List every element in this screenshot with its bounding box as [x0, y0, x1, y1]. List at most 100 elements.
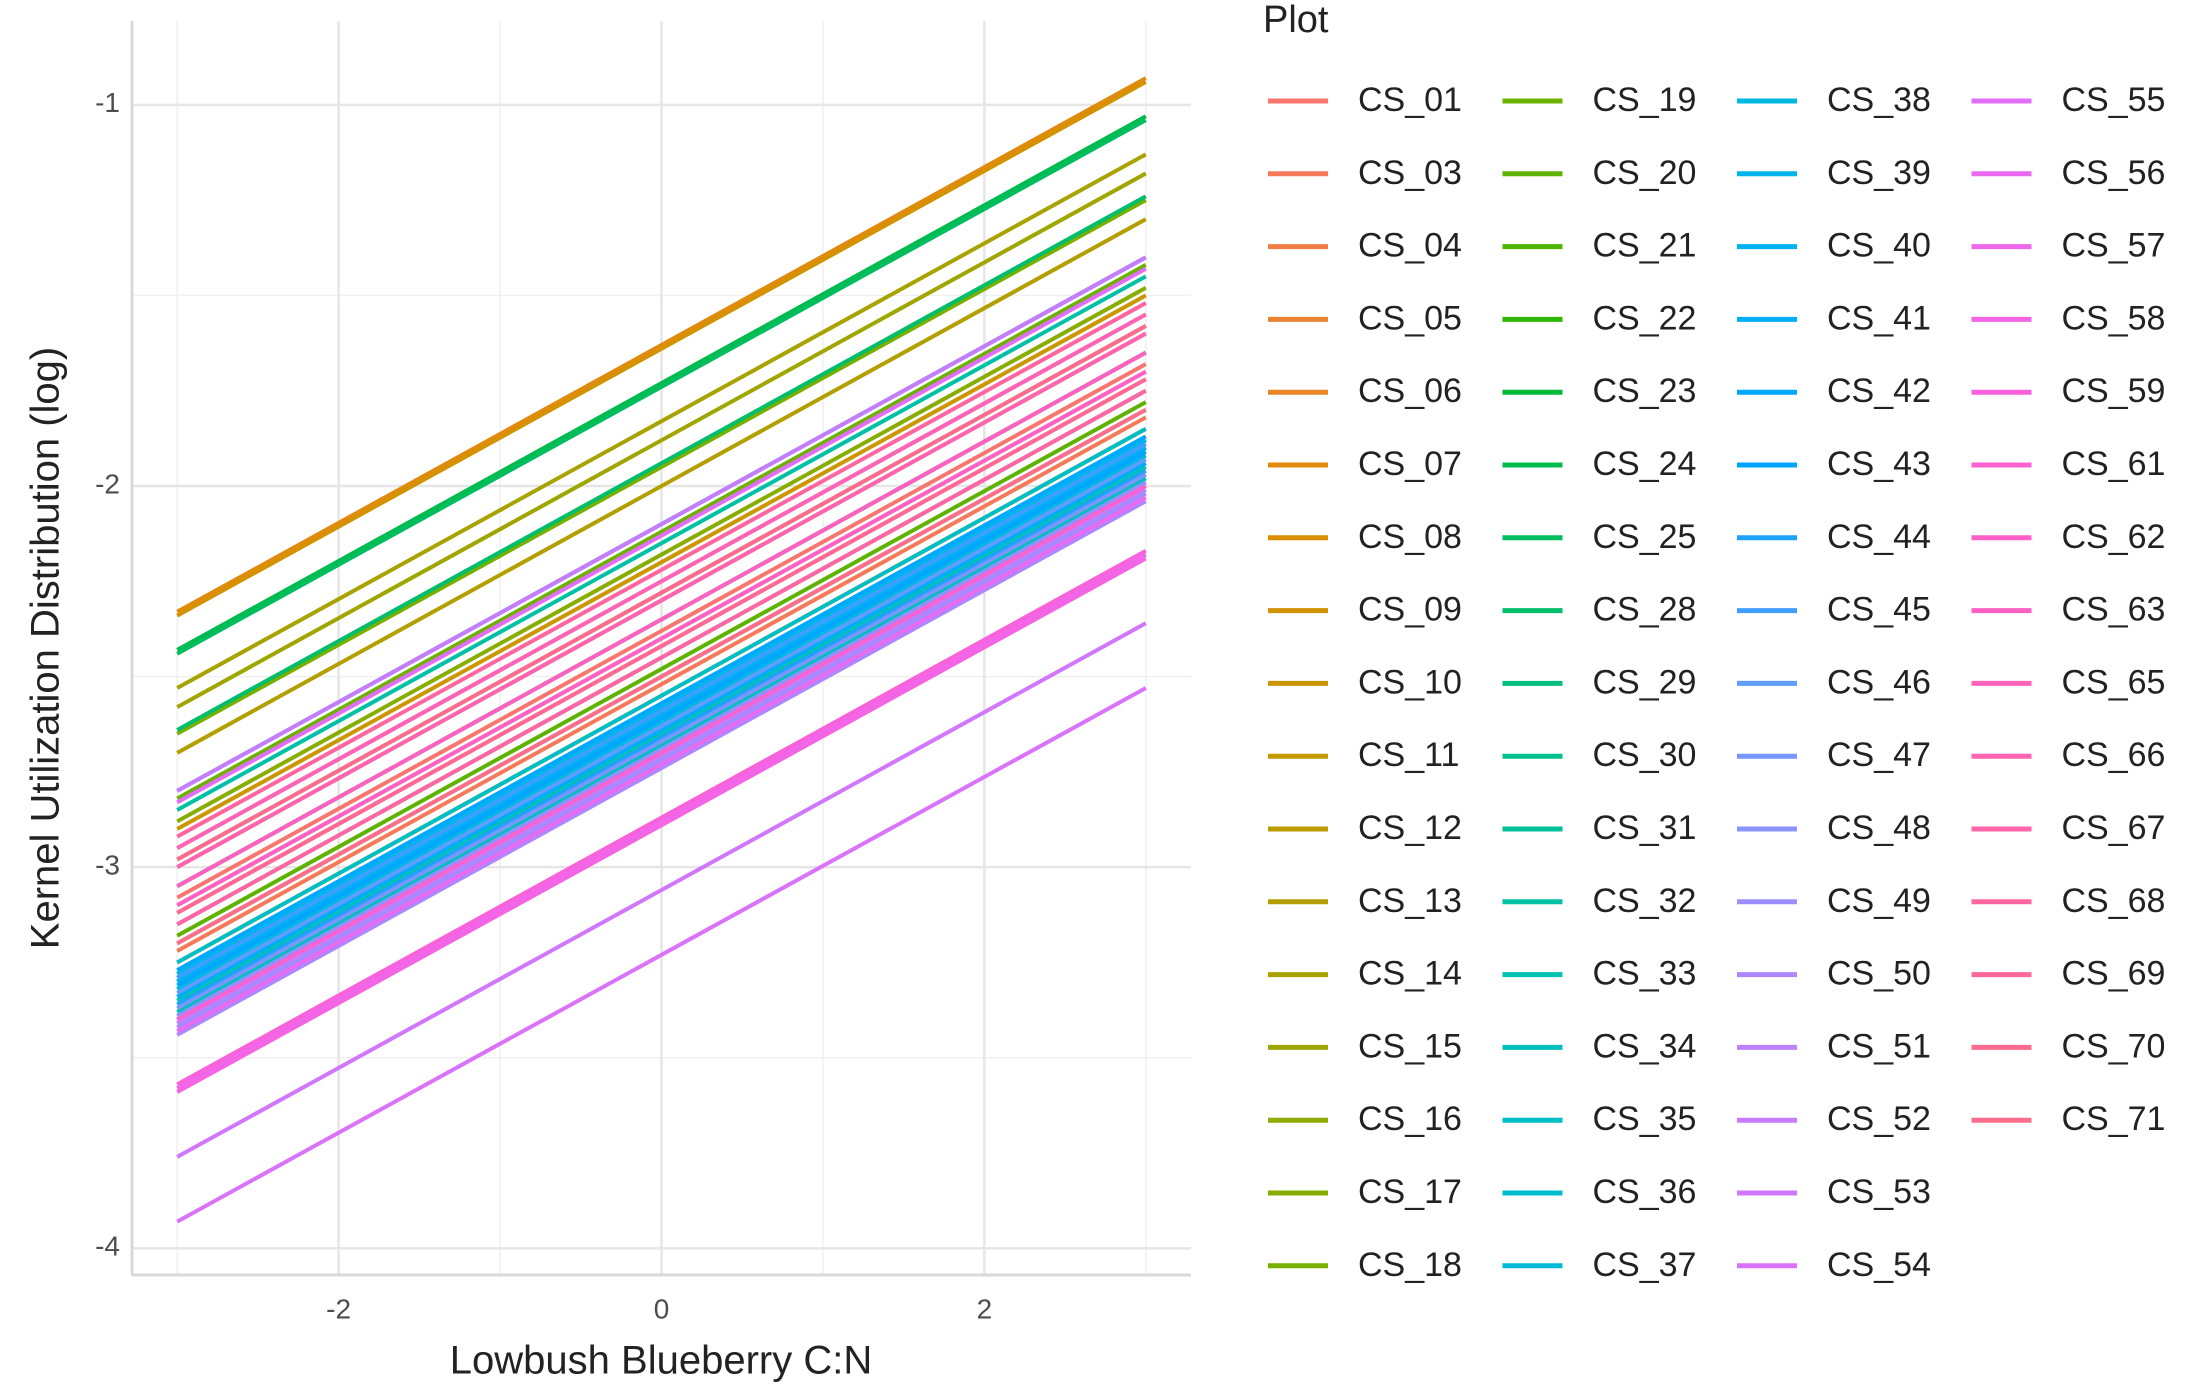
- y-tick-label: -1: [95, 87, 120, 118]
- series-line: [176, 118, 1147, 656]
- legend-label: CS_01: [1358, 81, 1462, 119]
- legend-label: CS_13: [1358, 882, 1462, 920]
- series-line: [176, 266, 1147, 805]
- series-line: [176, 438, 1147, 976]
- series-line: [176, 499, 1147, 1037]
- legend-label: CS_42: [1827, 372, 1931, 410]
- legend-label: CS_70: [2062, 1027, 2166, 1065]
- series-line: [176, 194, 1147, 732]
- legend-label: CS_09: [1358, 591, 1462, 629]
- legend-label: CS_50: [1827, 955, 1931, 993]
- legend-label: CS_32: [1593, 882, 1697, 920]
- series-line: [176, 461, 1147, 999]
- x-tick-label: -2: [326, 1293, 351, 1324]
- legend-label: CS_43: [1827, 445, 1931, 483]
- series-line: [176, 301, 1147, 839]
- series-line: [176, 293, 1147, 831]
- series-line: [176, 76, 1147, 614]
- legend-label: CS_35: [1593, 1100, 1697, 1138]
- series-line: [176, 476, 1147, 1014]
- series-line: [176, 217, 1147, 755]
- legend-label: CS_31: [1593, 809, 1697, 847]
- legend-label: CS_08: [1358, 518, 1462, 556]
- legend-label: CS_16: [1358, 1100, 1462, 1138]
- series-line: [176, 484, 1147, 1022]
- series-line: [176, 312, 1147, 850]
- legend-title: Plot: [1263, 0, 1329, 41]
- legend-label: CS_66: [2062, 736, 2166, 774]
- x-axis-title: Lowbush Blueberry C:N: [450, 1339, 872, 1383]
- legend-label: CS_67: [2062, 809, 2166, 847]
- legend-label: CS_54: [1827, 1246, 1931, 1284]
- legend-label: CS_44: [1827, 518, 1931, 556]
- legend-label: CS_39: [1827, 154, 1931, 192]
- legend-label: CS_22: [1593, 299, 1697, 337]
- series-line: [176, 80, 1147, 618]
- series-line: [176, 552, 1147, 1090]
- series-line: [176, 171, 1147, 709]
- series-line: [176, 549, 1147, 1087]
- y-tick-label: -3: [95, 850, 120, 881]
- legend-label: CS_56: [2062, 154, 2166, 192]
- series-line: [176, 434, 1147, 972]
- legend-label: CS_38: [1827, 81, 1931, 119]
- legend-label: CS_69: [2062, 955, 2166, 993]
- legend-label: CS_14: [1358, 955, 1462, 993]
- legend-label: CS_41: [1827, 299, 1931, 337]
- legend-label: CS_34: [1593, 1027, 1697, 1065]
- legend-label: CS_28: [1593, 591, 1697, 629]
- series-line: [176, 331, 1147, 869]
- legend-label: CS_20: [1593, 154, 1697, 192]
- legend-label: CS_05: [1358, 299, 1462, 337]
- series-line: [176, 472, 1147, 1010]
- series-line: [176, 286, 1147, 824]
- legend-label: CS_51: [1827, 1027, 1931, 1065]
- series-line: [176, 255, 1147, 793]
- series-line: [176, 114, 1147, 652]
- legend-label: CS_57: [2062, 227, 2166, 265]
- legend-label: CS_33: [1593, 955, 1697, 993]
- y-tick-label: -4: [95, 1231, 120, 1262]
- series-line: [176, 198, 1147, 736]
- series-line: [176, 377, 1147, 915]
- y-axis-title: Kernel Utilization Distribution (log): [24, 347, 68, 949]
- legend-label: CS_11: [1358, 736, 1459, 774]
- series-line: [176, 263, 1147, 801]
- legend-label: CS_40: [1827, 227, 1931, 265]
- legend-label: CS_06: [1358, 372, 1462, 410]
- series-line: [176, 427, 1147, 965]
- legend-label: CS_07: [1358, 445, 1462, 483]
- series-line: [176, 415, 1147, 953]
- legend-label: CS_19: [1593, 81, 1697, 119]
- legend-label: CS_49: [1827, 882, 1931, 920]
- legend-label: CS_63: [2062, 591, 2166, 629]
- series-line: [176, 408, 1147, 946]
- series-line: [176, 465, 1147, 1003]
- series-line: [176, 449, 1147, 988]
- x-tick-label: 0: [654, 1293, 670, 1324]
- series-line: [176, 442, 1147, 980]
- legend-label: CS_65: [2062, 663, 2166, 701]
- series-line: [176, 686, 1147, 1224]
- legend-label: CS_25: [1593, 518, 1697, 556]
- legend-label: CS_21: [1593, 227, 1697, 265]
- legend-label: CS_10: [1358, 663, 1462, 701]
- legend-label: CS_52: [1827, 1100, 1931, 1138]
- series-line: [176, 488, 1147, 1026]
- legend-label: CS_15: [1358, 1027, 1462, 1065]
- series-line: [176, 152, 1147, 690]
- legend-label: CS_23: [1593, 372, 1697, 410]
- legend-label: CS_58: [2062, 299, 2166, 337]
- series-line: [176, 480, 1147, 1018]
- series-line: [176, 324, 1147, 862]
- legend-label: CS_18: [1358, 1246, 1462, 1284]
- x-tick-label: 2: [977, 1293, 993, 1324]
- series-line: [176, 400, 1147, 938]
- series-line: [176, 274, 1147, 812]
- legend-label: CS_37: [1593, 1246, 1697, 1284]
- legend-label: CS_30: [1593, 736, 1697, 774]
- legend-label: CS_36: [1593, 1173, 1697, 1211]
- legend-label: CS_47: [1827, 736, 1931, 774]
